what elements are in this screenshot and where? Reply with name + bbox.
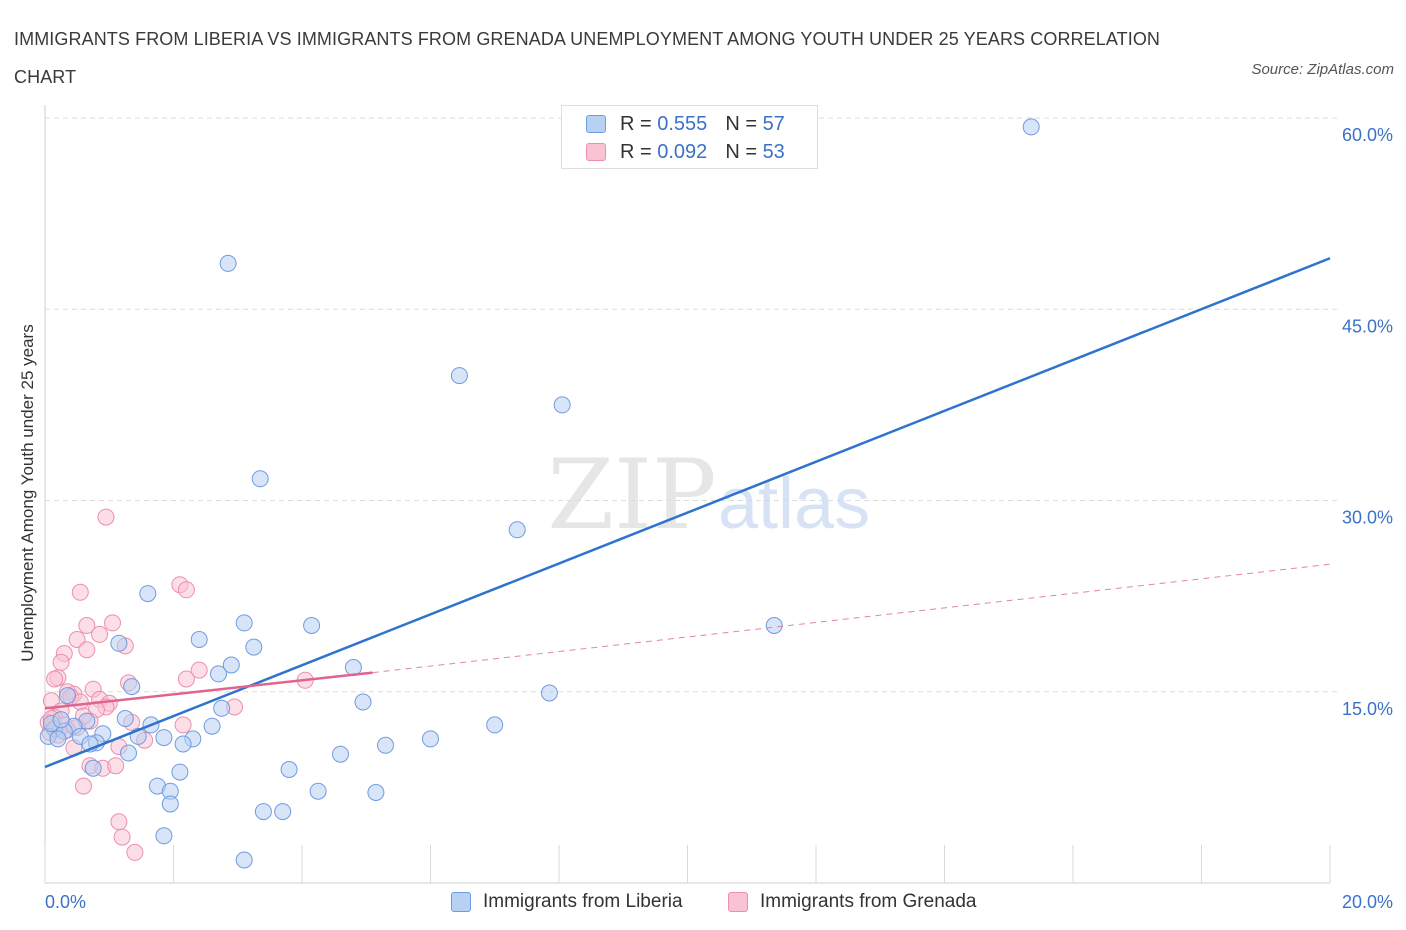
liberia-point-16 xyxy=(123,678,141,696)
y-tick-label-1: 30.0% xyxy=(1342,508,1393,528)
liberia-point-56 xyxy=(52,711,70,729)
liberia-point-13 xyxy=(222,656,240,674)
liberia-point-18 xyxy=(59,687,76,705)
liberia-point-7 xyxy=(765,617,783,634)
liberia-point-42 xyxy=(377,736,394,754)
liberia-point-2 xyxy=(450,367,468,385)
tick-labels: 15.0% 30.0% 45.0% 60.0% 0.0% 20.0% xyxy=(45,125,1393,912)
liberia-point-0 xyxy=(1022,118,1040,136)
series-legend-grenada: Immigrants from Grenada xyxy=(728,889,976,915)
liberia-r-label: R = xyxy=(620,112,652,135)
grenada-point-39 xyxy=(174,716,192,734)
liberia-point-34 xyxy=(155,729,173,747)
liberia-point-45 xyxy=(171,763,189,781)
liberia-point-25 xyxy=(486,716,504,734)
liberia-point-50 xyxy=(161,795,179,813)
grenada-r-label: R = xyxy=(620,140,652,163)
grenada-point-45 xyxy=(107,757,125,775)
liberia-points xyxy=(39,118,1040,869)
y-tick-label-3: 60.0% xyxy=(1342,125,1393,145)
liberia-point-51 xyxy=(254,803,272,821)
liberia-point-31 xyxy=(49,730,67,748)
y-axis-label: Unemployment Among Youth under 25 years xyxy=(18,324,37,662)
watermark-zip: ZIP xyxy=(547,439,716,551)
liberia-point-4 xyxy=(251,470,269,488)
grenada-point-46 xyxy=(75,777,92,795)
grenada-point-47 xyxy=(110,813,128,831)
liberia-point-48 xyxy=(309,782,327,800)
x-tick-label-0: 0.0% xyxy=(45,892,86,912)
grenada-legend-label: Immigrants from Grenada xyxy=(760,891,977,912)
grid xyxy=(45,117,1340,693)
liberia-n-value: 57 xyxy=(762,112,785,135)
liberia-point-53 xyxy=(155,827,173,845)
grenada-point-6 xyxy=(91,625,109,643)
liberia-point-11 xyxy=(245,638,263,656)
trendline-grenada-1 xyxy=(44,671,373,710)
liberia-point-43 xyxy=(84,759,102,777)
liberia-point-1 xyxy=(219,254,237,272)
grenada-point-4 xyxy=(104,614,121,632)
y-tick-label-0: 15.0% xyxy=(1342,699,1393,719)
liberia-point-8 xyxy=(235,614,253,632)
legend-row-liberia: R = 0.555 N = 57 xyxy=(586,111,785,137)
grenada-point-8 xyxy=(78,641,96,659)
grenada-swatch xyxy=(586,143,606,161)
liberia-swatch xyxy=(586,115,606,133)
liberia-point-44 xyxy=(280,761,298,778)
liberia-legend-swatch xyxy=(451,892,471,912)
liberia-point-24 xyxy=(203,717,221,735)
liberia-point-9 xyxy=(303,617,321,634)
liberia-point-36 xyxy=(422,730,439,748)
x-tick-label-1: 20.0% xyxy=(1342,892,1393,912)
grenada-r-value: 0.092 xyxy=(657,140,708,163)
liberia-point-5 xyxy=(508,521,526,539)
trendlines xyxy=(44,257,1331,769)
grenada-point-48 xyxy=(113,828,131,846)
liberia-point-41 xyxy=(332,745,349,763)
liberia-n-label: N = xyxy=(725,112,757,135)
series-legend-liberia: Immigrants from Liberia xyxy=(451,889,683,915)
liberia-point-54 xyxy=(235,851,253,869)
grenada-point-0 xyxy=(97,508,115,526)
correlation-legend: R = 0.555 N = 57 R = 0.092 N = 53 xyxy=(561,105,818,169)
grenada-n-label: N = xyxy=(725,140,757,163)
liberia-point-52 xyxy=(274,803,292,821)
grenada-point-3 xyxy=(71,583,89,601)
liberia-point-15 xyxy=(210,665,227,683)
grenada-point-11 xyxy=(52,653,70,671)
liberia-legend-label: Immigrants from Liberia xyxy=(483,891,683,912)
liberia-point-37 xyxy=(174,735,192,753)
grenada-point-12 xyxy=(190,661,208,679)
liberia-point-40 xyxy=(120,744,137,762)
grenada-legend-swatch xyxy=(728,892,748,912)
liberia-point-49 xyxy=(367,784,385,801)
grenada-point-2 xyxy=(177,581,195,599)
liberia-point-21 xyxy=(116,710,134,727)
grenada-point-14 xyxy=(46,670,64,688)
liberia-point-12 xyxy=(110,634,128,652)
liberia-r-value: 0.555 xyxy=(657,112,708,135)
watermark-atlas: atlas xyxy=(718,464,870,544)
liberia-point-19 xyxy=(354,693,372,711)
liberia-point-10 xyxy=(190,631,208,648)
grenada-point-15 xyxy=(177,670,195,688)
axes xyxy=(44,105,1331,884)
trendline-liberia-0 xyxy=(44,257,1331,769)
grenada-point-49 xyxy=(126,843,144,861)
source-label: Source: ZipAtlas.com xyxy=(1251,61,1394,78)
legend-row-grenada: R = 0.092 N = 53 xyxy=(586,139,785,165)
liberia-point-3 xyxy=(553,396,571,414)
liberia-point-17 xyxy=(540,684,558,702)
grenada-point-5 xyxy=(78,617,96,634)
liberia-point-6 xyxy=(139,585,157,603)
y-tick-label-2: 45.0% xyxy=(1342,316,1393,336)
liberia-point-20 xyxy=(213,699,231,717)
grenada-n-value: 53 xyxy=(762,140,785,163)
chart-title: IMMIGRANTS FROM LIBERIA VS IMMIGRANTS FR… xyxy=(14,29,1161,87)
